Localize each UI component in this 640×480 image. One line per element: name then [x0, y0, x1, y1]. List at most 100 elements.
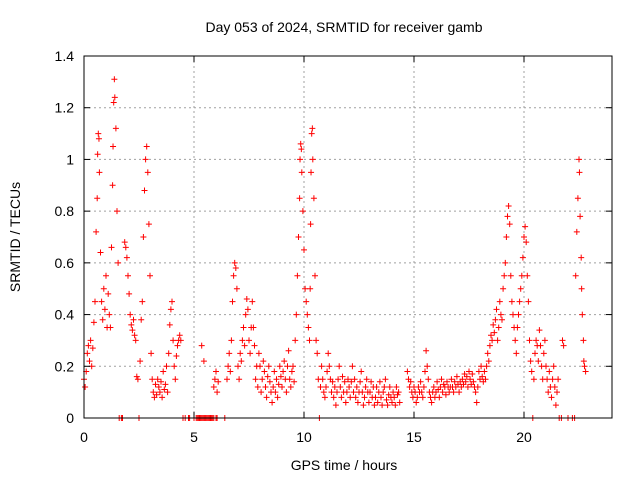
- data-point: [145, 221, 152, 228]
- data-point: [386, 383, 393, 390]
- data-point: [353, 383, 360, 390]
- data-point: [290, 363, 296, 370]
- data-point: [537, 342, 544, 349]
- data-point: [436, 394, 443, 401]
- data-point: [143, 143, 150, 150]
- data-point: [163, 363, 170, 370]
- data-point: [481, 368, 488, 375]
- data-point: [144, 169, 151, 176]
- data-point: [310, 195, 317, 202]
- data-point: [463, 373, 470, 380]
- data-point: [389, 399, 395, 406]
- data-point: [373, 383, 380, 390]
- data-point: [428, 399, 435, 406]
- data-point: [100, 285, 107, 292]
- data-point: [99, 316, 106, 323]
- data-point: [242, 311, 249, 318]
- data-point: [493, 306, 500, 313]
- data-point: [273, 376, 280, 383]
- data-point: [308, 130, 315, 137]
- data-point: [96, 169, 103, 176]
- data-point: [536, 327, 543, 334]
- x-tick-label: 5: [190, 429, 198, 445]
- data-point: [339, 373, 346, 380]
- data-point: [95, 135, 102, 142]
- data-point: [272, 389, 279, 396]
- data-point: [560, 342, 567, 349]
- data-point: [255, 350, 262, 357]
- data-point: [521, 234, 527, 240]
- data-point: [123, 254, 130, 261]
- data-point: [404, 368, 411, 375]
- data-point: [139, 298, 146, 305]
- data-point: [160, 368, 167, 375]
- data-point: [424, 363, 431, 370]
- data-point: [329, 378, 336, 385]
- data-point: [158, 378, 164, 385]
- data-point: [263, 394, 270, 401]
- data-point: [525, 298, 532, 305]
- data-point: [299, 208, 306, 215]
- data-point: [260, 358, 267, 365]
- data-point: [533, 337, 540, 344]
- data-point: [214, 389, 221, 396]
- data-point: [552, 402, 559, 409]
- data-point: [291, 378, 298, 385]
- data-point: [419, 394, 426, 401]
- data-point: [576, 156, 582, 163]
- data-point: [115, 259, 122, 266]
- data-point: [442, 391, 449, 398]
- data-point: [352, 394, 359, 401]
- data-point: [130, 316, 137, 323]
- data-point: [466, 368, 472, 375]
- data-point: [110, 99, 117, 106]
- data-point: [484, 350, 491, 357]
- data-point: [363, 376, 370, 383]
- data-point: [430, 383, 437, 390]
- data-point: [380, 389, 387, 396]
- data-point: [127, 311, 134, 318]
- data-point: [320, 389, 327, 396]
- data-point: [226, 350, 233, 357]
- data-point: [265, 363, 272, 370]
- data-point: [491, 329, 498, 336]
- data-point: [176, 332, 183, 339]
- data-point: [336, 363, 343, 370]
- data-point: [530, 376, 537, 383]
- data-point: [129, 327, 136, 334]
- data-point: [167, 306, 174, 313]
- data-point: [258, 389, 265, 396]
- data-series-srmtid: [81, 76, 589, 421]
- data-point: [304, 311, 311, 318]
- data-point: [367, 389, 373, 396]
- data-point: [345, 376, 351, 383]
- data-point: [527, 358, 534, 365]
- data-point: [177, 337, 184, 344]
- data-point: [85, 342, 92, 349]
- data-point: [312, 272, 318, 279]
- data-point: [293, 311, 300, 318]
- data-point: [131, 332, 138, 339]
- data-point: [276, 363, 283, 370]
- data-point: [159, 394, 166, 401]
- y-tick-label: 1.4: [55, 48, 75, 64]
- data-point: [112, 125, 119, 132]
- data-point: [469, 371, 476, 378]
- data-point: [516, 298, 523, 305]
- data-point: [309, 125, 316, 132]
- data-point: [164, 389, 171, 396]
- data-point: [149, 376, 156, 383]
- data-point: [270, 383, 277, 390]
- data-point: [296, 195, 303, 202]
- data-point: [284, 363, 291, 370]
- data-point: [448, 376, 455, 383]
- data-point: [331, 383, 338, 390]
- data-point: [488, 332, 494, 339]
- data-point: [391, 394, 398, 401]
- data-point: [362, 383, 369, 390]
- data-point: [478, 363, 485, 370]
- data-point: [508, 298, 515, 305]
- data-point: [393, 383, 400, 390]
- data-point: [578, 254, 585, 261]
- data-point: [155, 383, 162, 390]
